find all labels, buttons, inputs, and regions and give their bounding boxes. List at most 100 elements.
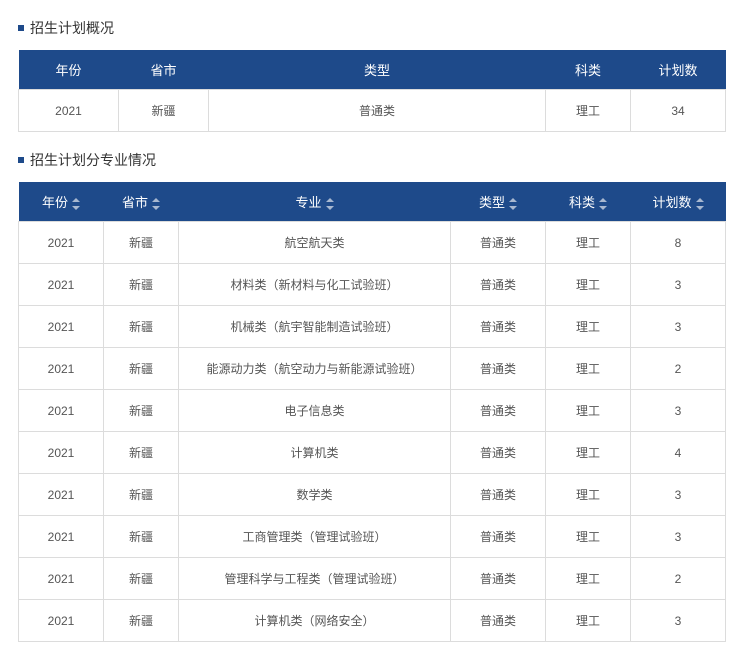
cell-year: 2021 [19,600,104,642]
col-province[interactable]: 省市 [104,182,179,222]
cell-type: 普通类 [451,516,546,558]
cell-count: 2 [631,558,726,600]
sort-icon [696,198,704,210]
col-category-label: 科类 [569,195,595,210]
cell-major: 工商管理类（管理试验班） [179,516,451,558]
cell-category: 理工 [546,222,631,264]
overview-table: 年份 省市 类型 科类 计划数 2021 新疆 普通类 理工 34 [18,50,726,132]
cell-type: 普通类 [451,306,546,348]
col-major[interactable]: 专业 [179,182,451,222]
col-count: 计划数 [631,50,726,90]
col-count[interactable]: 计划数 [631,182,726,222]
cell-year: 2021 [19,474,104,516]
cell-category: 理工 [546,474,631,516]
cell-province: 新疆 [104,432,179,474]
table-row: 2021新疆计算机类（网络安全）普通类理工3 [19,600,726,642]
cell-type: 普通类 [451,390,546,432]
cell-major: 计算机类（网络安全） [179,600,451,642]
cell-category: 理工 [546,90,631,132]
cell-major: 数学类 [179,474,451,516]
cell-count: 3 [631,474,726,516]
cell-count: 34 [631,90,726,132]
col-year: 年份 [19,50,119,90]
detail-header-row: 年份 省市 专业 类型 科类 计划数 [19,182,726,222]
cell-major: 电子信息类 [179,390,451,432]
overview-header-row: 年份 省市 类型 科类 计划数 [19,50,726,90]
col-year[interactable]: 年份 [19,182,104,222]
col-type[interactable]: 类型 [451,182,546,222]
section2-title: 招生计划分专业情况 [18,150,726,170]
cell-category: 理工 [546,432,631,474]
section2-title-text: 招生计划分专业情况 [30,150,156,170]
cell-type: 普通类 [451,348,546,390]
cell-year: 2021 [19,390,104,432]
cell-year: 2021 [19,306,104,348]
cell-province: 新疆 [104,558,179,600]
cell-count: 2 [631,348,726,390]
col-category[interactable]: 科类 [546,182,631,222]
detail-table: 年份 省市 专业 类型 科类 计划数 2021新疆航空航天类普通类理工82021… [18,182,726,642]
cell-major: 计算机类 [179,432,451,474]
table-row: 2021新疆管理科学与工程类（管理试验班）普通类理工2 [19,558,726,600]
sort-icon [599,198,607,210]
cell-province: 新疆 [104,222,179,264]
cell-province: 新疆 [104,306,179,348]
sort-icon [509,198,517,210]
cell-year: 2021 [19,222,104,264]
cell-year: 2021 [19,90,119,132]
section1-title-text: 招生计划概况 [30,18,114,38]
cell-year: 2021 [19,516,104,558]
cell-type: 普通类 [451,600,546,642]
cell-category: 理工 [546,306,631,348]
cell-category: 理工 [546,348,631,390]
cell-major: 材料类（新材料与化工试验班） [179,264,451,306]
cell-type: 普通类 [451,432,546,474]
cell-count: 8 [631,222,726,264]
overview-row: 2021 新疆 普通类 理工 34 [19,90,726,132]
cell-type: 普通类 [451,264,546,306]
cell-type: 普通类 [209,90,546,132]
sort-icon [72,198,80,210]
cell-province: 新疆 [104,348,179,390]
col-province-label: 省市 [122,195,148,210]
col-type: 类型 [209,50,546,90]
cell-province: 新疆 [104,390,179,432]
cell-major: 航空航天类 [179,222,451,264]
table-row: 2021新疆计算机类普通类理工4 [19,432,726,474]
col-category: 科类 [546,50,631,90]
cell-province: 新疆 [104,264,179,306]
cell-major: 能源动力类（航空动力与新能源试验班） [179,348,451,390]
table-row: 2021新疆航空航天类普通类理工8 [19,222,726,264]
table-row: 2021新疆工商管理类（管理试验班）普通类理工3 [19,516,726,558]
sort-icon [152,198,160,210]
cell-count: 3 [631,306,726,348]
cell-category: 理工 [546,600,631,642]
cell-province: 新疆 [104,600,179,642]
cell-count: 3 [631,600,726,642]
cell-category: 理工 [546,390,631,432]
table-row: 2021新疆数学类普通类理工3 [19,474,726,516]
cell-category: 理工 [546,558,631,600]
cell-type: 普通类 [451,474,546,516]
cell-year: 2021 [19,558,104,600]
cell-count: 3 [631,516,726,558]
cell-province: 新疆 [104,516,179,558]
cell-count: 4 [631,432,726,474]
table-row: 2021新疆材料类（新材料与化工试验班）普通类理工3 [19,264,726,306]
cell-type: 普通类 [451,558,546,600]
cell-province: 新疆 [119,90,209,132]
cell-count: 3 [631,390,726,432]
cell-major: 机械类（航宇智能制造试验班） [179,306,451,348]
cell-province: 新疆 [104,474,179,516]
cell-major: 管理科学与工程类（管理试验班） [179,558,451,600]
cell-category: 理工 [546,264,631,306]
cell-year: 2021 [19,348,104,390]
cell-type: 普通类 [451,222,546,264]
table-row: 2021新疆机械类（航宇智能制造试验班）普通类理工3 [19,306,726,348]
section1-title: 招生计划概况 [18,18,726,38]
col-major-label: 专业 [295,195,321,210]
col-count-label: 计划数 [652,195,691,210]
col-type-label: 类型 [479,195,505,210]
cell-year: 2021 [19,432,104,474]
col-province: 省市 [119,50,209,90]
